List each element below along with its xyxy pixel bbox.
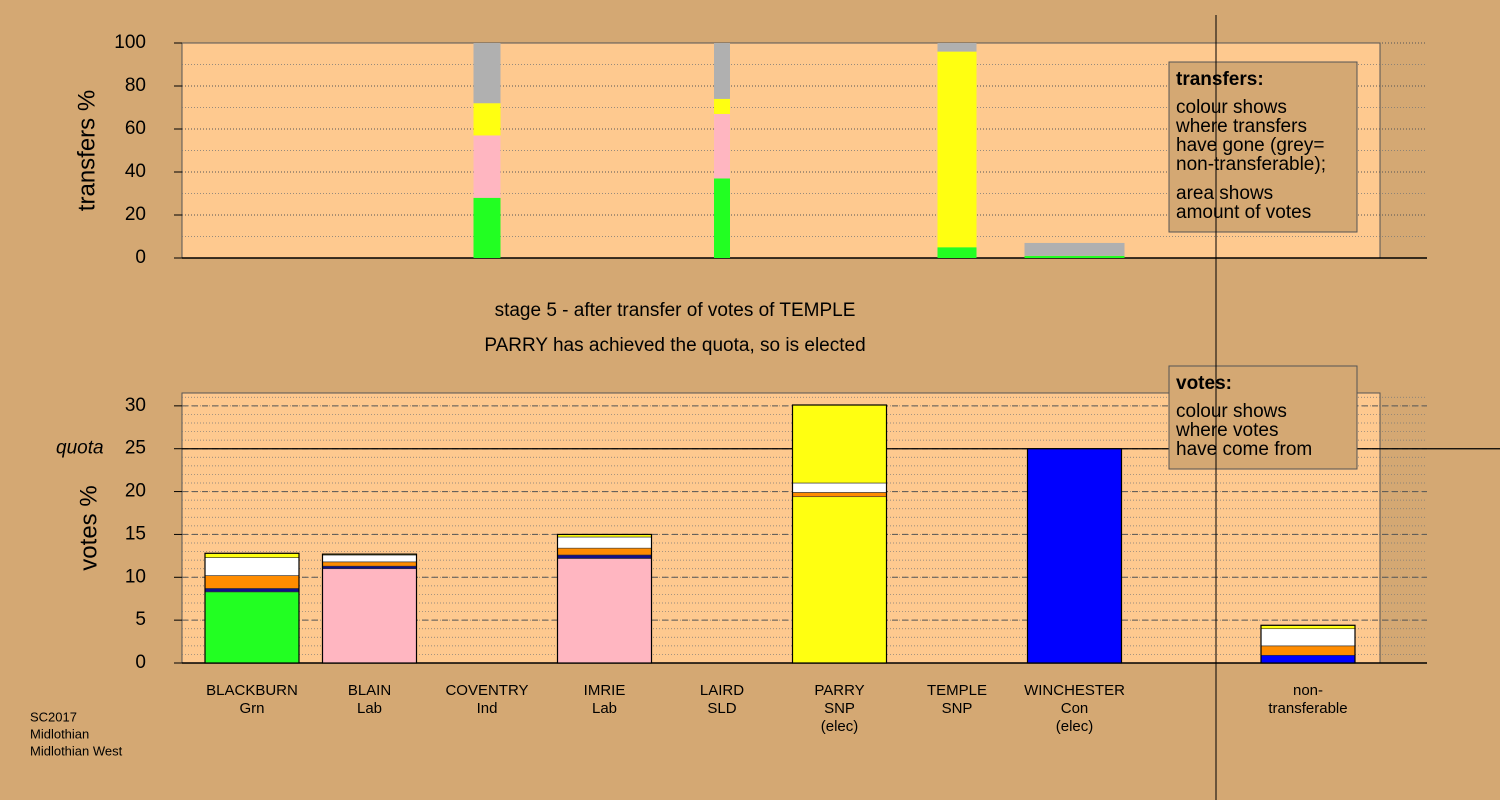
bar-outline <box>204 552 300 664</box>
x-tick-label: (elec) <box>1056 718 1094 735</box>
legend-line: amount of votes <box>1176 202 1311 223</box>
legend-box <box>1168 61 1358 233</box>
bar-segment <box>204 557 300 576</box>
bar-segment <box>714 43 730 99</box>
y-tick-label: 80 <box>125 75 146 96</box>
legend-line: non-transferable); <box>1176 154 1326 175</box>
bar-segment <box>1260 654 1356 664</box>
bar-segment <box>937 43 977 52</box>
bar-segment <box>557 536 652 549</box>
bar-segment <box>792 482 887 493</box>
footer-text: SC2017 <box>30 709 77 724</box>
bar-segment <box>714 178 730 258</box>
bar-segment <box>714 98 730 114</box>
bar-segment <box>1260 645 1356 656</box>
bar-segment <box>557 554 652 559</box>
bar-segment <box>557 558 652 664</box>
x-tick-label: Lab <box>592 700 617 717</box>
legend-title: transfers: <box>1176 69 1264 90</box>
bar-outline <box>321 553 418 664</box>
legend-line: where transfers <box>1175 116 1307 137</box>
bar-segment <box>322 565 417 570</box>
y-tick-label: 5 <box>135 609 146 630</box>
bar-segment <box>204 552 300 558</box>
footer-text: Midlothian West <box>30 743 123 758</box>
bar-outline <box>1260 624 1356 664</box>
y-tick-label: 30 <box>125 395 146 416</box>
x-tick-label: COVENTRY <box>445 682 528 699</box>
x-tick-label: SLD <box>707 700 736 717</box>
bar-segment <box>473 103 501 136</box>
footer-text: Midlothian <box>30 726 89 741</box>
legend-box <box>1168 365 1358 470</box>
quota-label: quota <box>56 438 104 459</box>
stage-text: PARRY has achieved the quota, so is elec… <box>484 335 865 356</box>
y-tick-label: 20 <box>125 204 146 225</box>
bar-segment <box>322 561 417 567</box>
y-axis-label: transfers % <box>73 90 100 211</box>
bar-segment <box>204 591 300 664</box>
legend-line: have gone (grey= <box>1176 135 1324 156</box>
bar-segment <box>473 197 501 258</box>
bar-outline <box>1026 448 1123 664</box>
x-tick-label: BLAIN <box>348 682 391 699</box>
x-tick-label: Con <box>1061 700 1089 717</box>
y-tick-label: 20 <box>125 481 146 502</box>
y-tick-label: 25 <box>125 438 146 459</box>
y-axis-label: votes % <box>75 485 102 570</box>
bar-outline <box>791 404 888 664</box>
bar-segment <box>714 113 730 179</box>
x-tick-label: LAIRD <box>700 682 744 699</box>
legend-line: where votes <box>1175 420 1278 441</box>
bar-segment <box>1260 628 1356 647</box>
x-tick-label: Grn <box>239 700 264 717</box>
bar-segment <box>1027 448 1122 664</box>
bar-segment <box>792 496 887 664</box>
bar-segment <box>1024 255 1125 258</box>
y-tick-label: 10 <box>125 566 146 587</box>
bar-segment <box>322 568 417 664</box>
y-tick-label: 0 <box>135 247 146 268</box>
bar-segment <box>937 247 977 258</box>
legend-line: colour shows <box>1176 97 1287 118</box>
x-tick-label: (elec) <box>821 718 859 735</box>
x-tick-label: WINCHESTER <box>1024 682 1125 699</box>
bar-segment <box>792 492 887 498</box>
bar-segment <box>204 588 300 593</box>
legend-title: votes: <box>1176 373 1232 394</box>
y-tick-label: 15 <box>125 523 146 544</box>
y-tick-label: 60 <box>125 118 146 139</box>
x-tick-label: transferable <box>1268 700 1347 717</box>
bar-outline <box>556 533 653 664</box>
x-tick-label: Lab <box>357 700 382 717</box>
x-tick-label: PARRY <box>814 682 864 699</box>
bar-segment <box>1024 242 1125 256</box>
stage-text: stage 5 - after transfer of votes of TEM… <box>495 300 856 321</box>
x-tick-label: SNP <box>942 700 973 717</box>
bar-segment <box>937 51 977 248</box>
bar-segment <box>557 547 652 556</box>
legend-line: have come from <box>1176 439 1312 460</box>
x-tick-label: IMRIE <box>584 682 626 699</box>
y-tick-label: 100 <box>114 32 146 53</box>
y-tick-label: 0 <box>135 652 146 673</box>
x-tick-label: Ind <box>477 700 498 717</box>
bar-segment <box>322 554 417 563</box>
bar-segment <box>473 43 501 104</box>
x-tick-label: non- <box>1293 682 1323 699</box>
y-tick-label: 40 <box>125 161 146 182</box>
legend-line: area shows <box>1176 183 1273 204</box>
x-tick-label: SNP <box>824 700 855 717</box>
bar-segment <box>204 575 300 589</box>
x-tick-label: TEMPLE <box>927 682 987 699</box>
x-tick-label: BLACKBURN <box>206 682 298 699</box>
legend-line: colour shows <box>1176 401 1287 422</box>
bar-segment <box>792 404 887 484</box>
bar-segment <box>473 135 501 198</box>
